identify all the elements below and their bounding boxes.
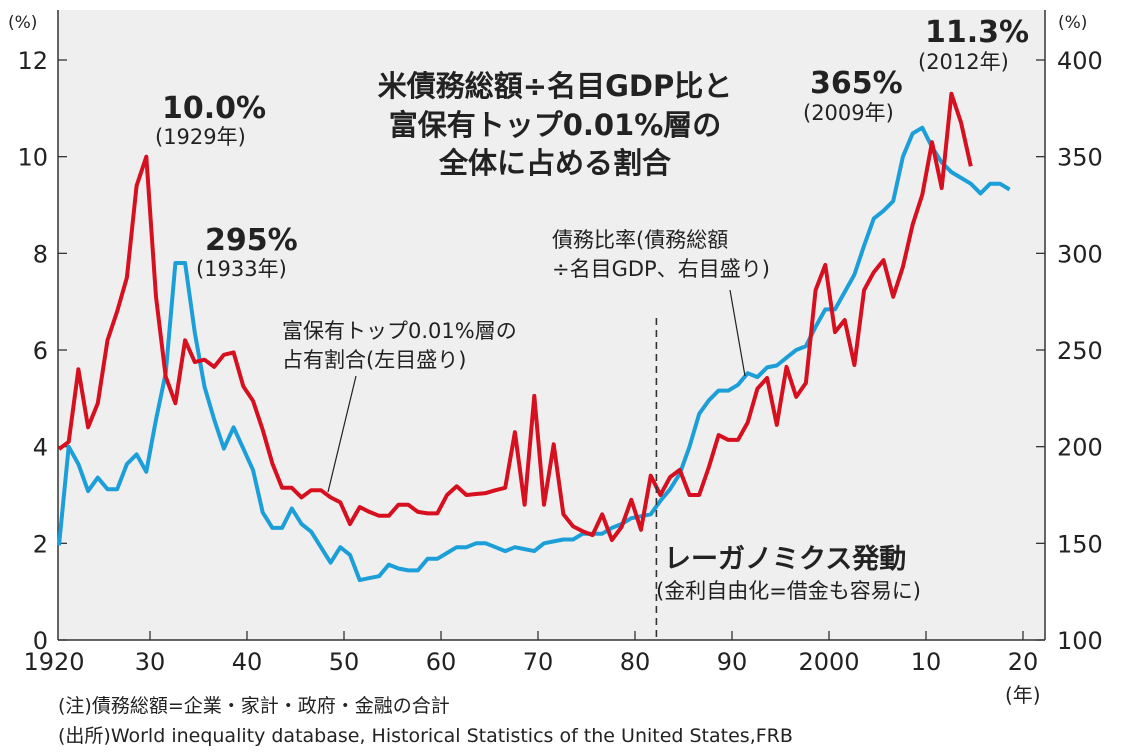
x-axis-tick-label: 30	[135, 648, 166, 676]
plot-background	[58, 10, 1045, 640]
right-axis-tick-label: 350	[1057, 144, 1103, 172]
wealth-share-line	[57, 91, 973, 542]
footnote: (注)債務総額=企業・家計・政府・金融の合計	[58, 695, 450, 717]
right-axis-tick-label: 400	[1057, 47, 1103, 75]
wealth-series-label-2: 占有割合(左目盛り)	[282, 348, 466, 372]
peak-1929-value: 10.0%	[162, 91, 266, 126]
peak-2009-value: 365%	[810, 66, 903, 101]
right-axis-tick-label: 300	[1057, 240, 1103, 268]
chart-title: 米債務総額÷名目GDP比と 富保有トップ0.01%層の 全体に占める割合	[378, 69, 732, 180]
wealth-leader-line	[327, 375, 357, 493]
left-axis-tick-label: 12	[17, 47, 48, 75]
peak-1929-year: (1929年)	[155, 125, 246, 149]
left-axis-tick-label: 4	[33, 434, 48, 462]
title-line-2: 富保有トップ0.01%層の	[389, 108, 722, 142]
x-axis-tick-label: 60	[426, 648, 457, 676]
peak-1933-year: (1933年)	[196, 257, 287, 281]
right-axis-tick-label: 200	[1057, 434, 1103, 462]
x-axis-tick-label: 70	[523, 648, 554, 676]
x-axis-tick-label: 90	[717, 648, 748, 676]
peak-2009-year: (2009年)	[803, 101, 894, 125]
right-axis-tick-label: 150	[1057, 530, 1103, 558]
x-axis-tick-label: 10	[911, 648, 942, 676]
right-axis-tick-label: 100	[1057, 627, 1103, 655]
right-axis-unit: (%)	[1058, 13, 1087, 33]
debt-leader-line	[729, 289, 746, 377]
left-axis-tick-label: 0	[33, 627, 48, 655]
debt-series-label-2: ÷名目GDP、右目盛り)	[552, 257, 770, 281]
wealth-series-label-1: 富保有トップ0.01%層の	[282, 319, 517, 343]
x-axis-tick-label: 80	[620, 648, 651, 676]
peak-2012-value: 11.3%	[925, 15, 1029, 50]
right-axis-tick-label: 250	[1057, 337, 1103, 365]
reaganomics-title: レーガノミクス発動	[664, 544, 906, 575]
peak-1933-value: 295%	[205, 223, 298, 258]
left-axis-tick-label: 8	[33, 240, 48, 268]
left-axis-tick-label: 10	[17, 144, 48, 172]
x-axis-tick-label: 1920	[23, 648, 84, 676]
axes: 0 2 4 6 8 10 12 100 150 200 250 300 350 400 1920 30 40 50…	[17, 10, 1103, 676]
debt-ratio-line	[57, 125, 1011, 583]
title-line-1: 米債務総額÷名目GDP比と	[378, 69, 732, 103]
series-lines	[57, 91, 1011, 583]
x-axis-tick-label: 20	[1008, 648, 1039, 676]
reaganomics-subtitle: (金利自由化=借金も容易に)	[656, 579, 921, 603]
source: (出所)World inequality database, Historica…	[58, 725, 793, 747]
x-axis-tick-label: 50	[329, 648, 360, 676]
x-axis-tick-label: 40	[232, 648, 263, 676]
peak-2012-year: (2012年)	[918, 50, 1009, 74]
x-axis-unit: (年)	[1005, 683, 1041, 707]
title-line-3: 全体に占める割合	[438, 146, 671, 180]
x-axis-tick-label: 2000	[798, 648, 859, 676]
left-axis-tick-label: 2	[33, 530, 48, 558]
left-axis-tick-label: 6	[33, 337, 48, 365]
debt-series-label-1: 債務比率(債務総額	[552, 228, 728, 252]
left-axis-unit: (%)	[8, 13, 37, 33]
